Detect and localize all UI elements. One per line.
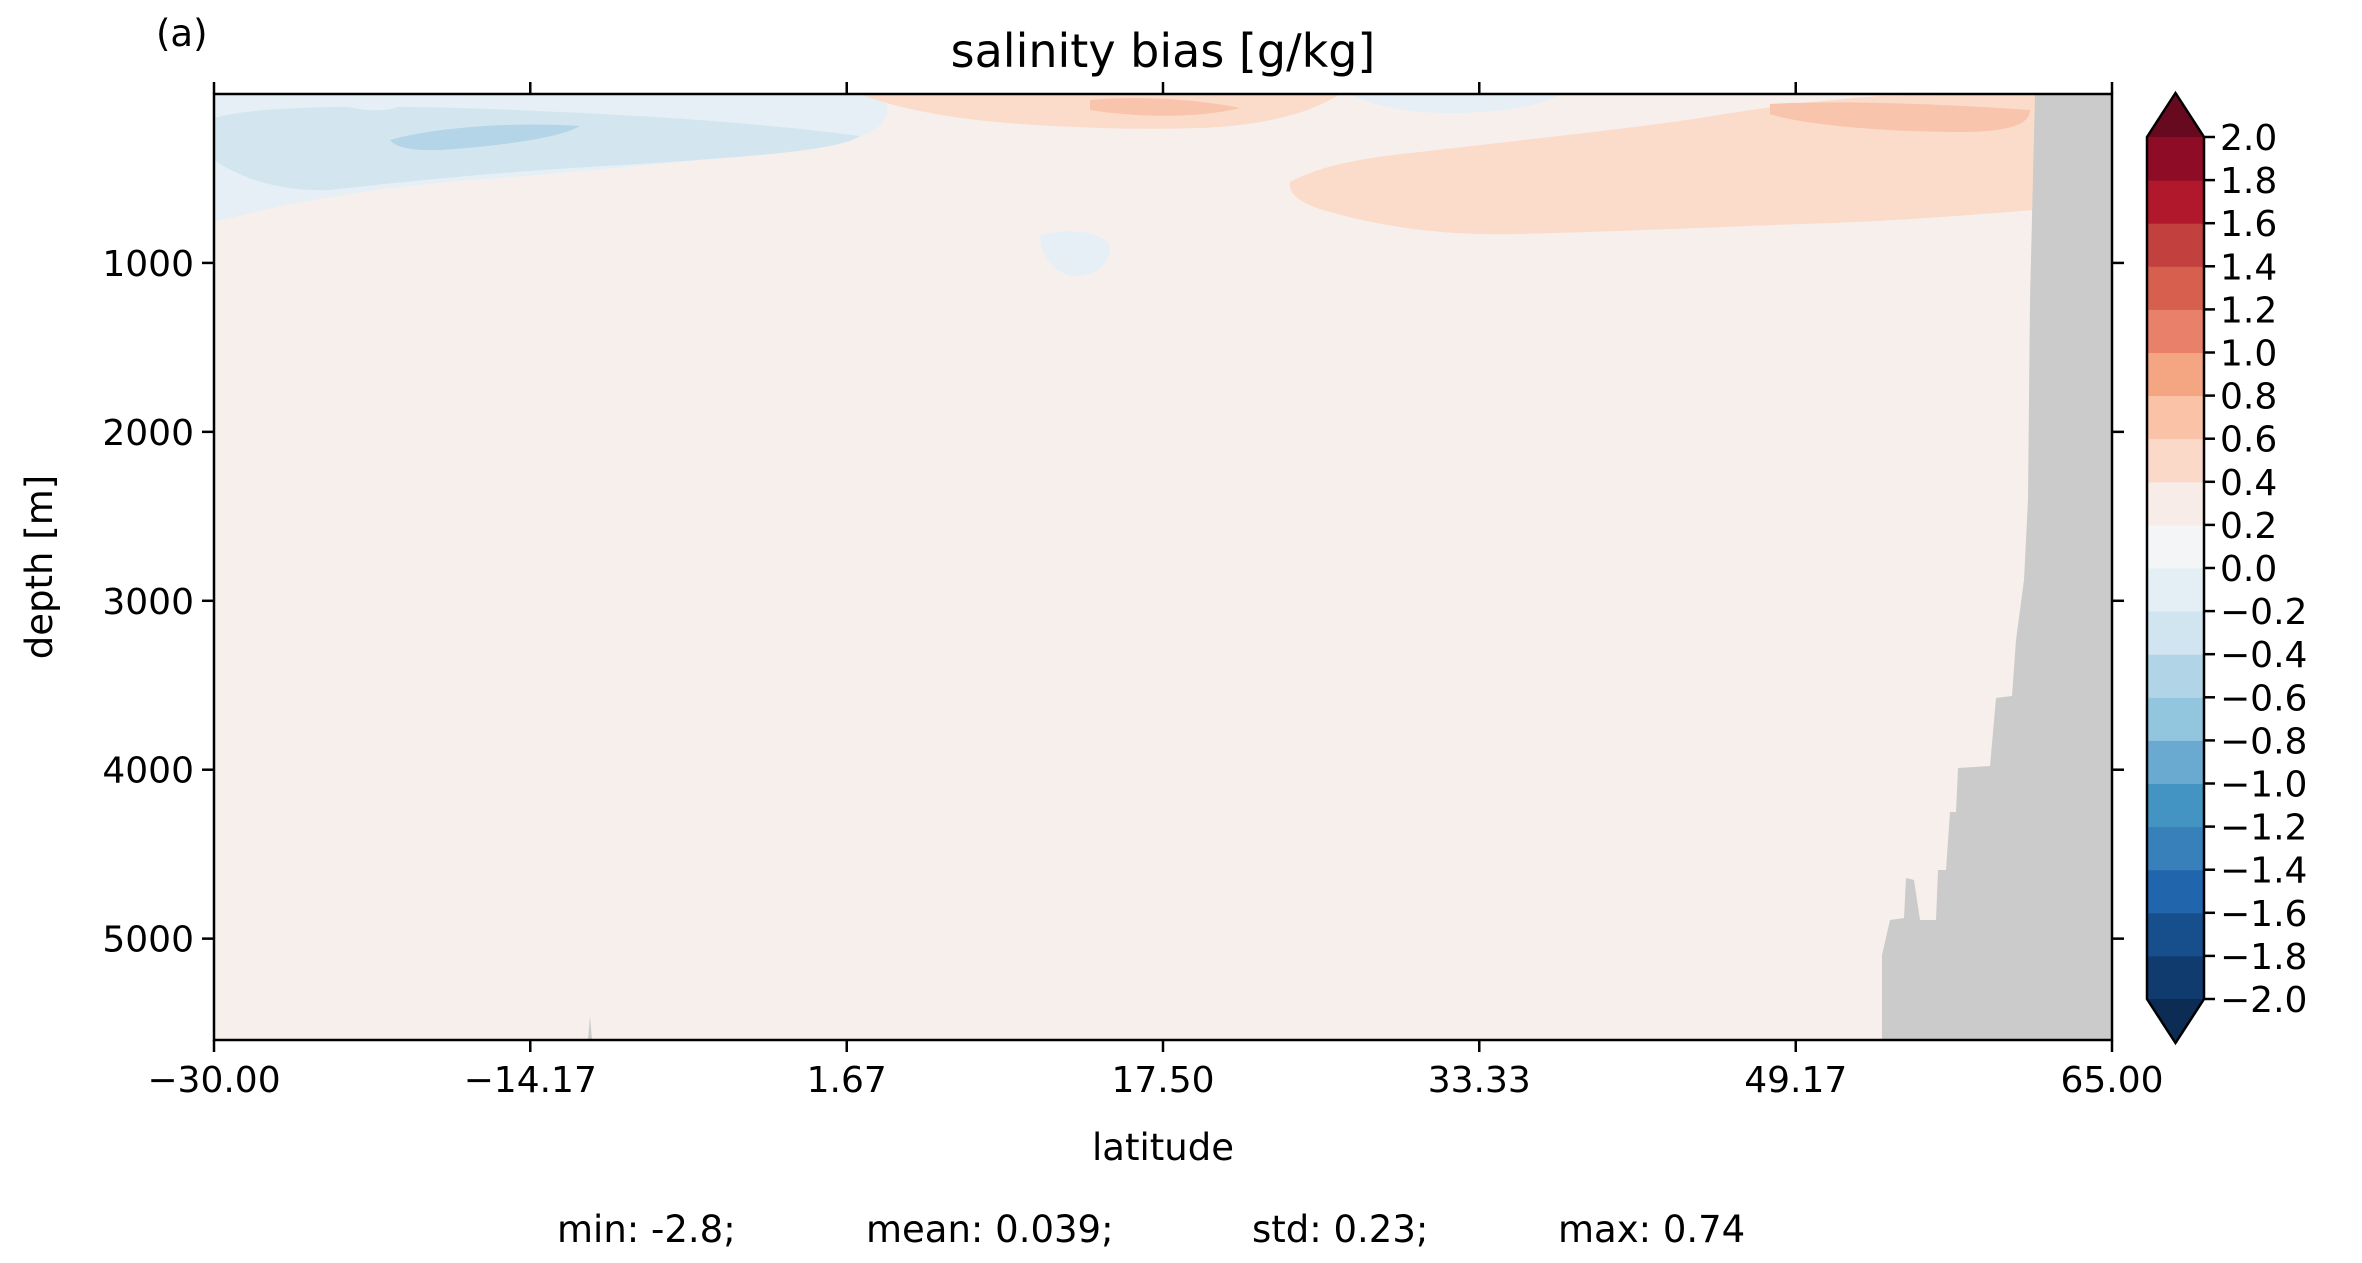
colorbar-tick-label: −1.4 — [2220, 851, 2307, 892]
plot-background — [214, 94, 2112, 1040]
chart-title: salinity bias [g/kg] — [951, 24, 1376, 78]
colorbar-bin — [2147, 740, 2204, 784]
x-tick-label: 17.50 — [1111, 1060, 1214, 1101]
y-tick-label: 4000 — [102, 751, 194, 792]
region-negative-bias-0.2 — [1040, 231, 1111, 277]
colorbar-bin — [2147, 223, 2204, 267]
x-tick-label: 33.33 — [1428, 1060, 1531, 1101]
colorbar-bin — [2147, 352, 2204, 397]
colorbar-tick-label: −0.2 — [2220, 592, 2307, 633]
region-positive-bias-0.6 — [1090, 98, 1240, 116]
colorbar-bin — [2147, 524, 2204, 569]
colorbar-tick-label: −2.0 — [2220, 980, 2307, 1021]
colorbar-bin — [2147, 395, 2204, 440]
stat-mean: mean: 0.039; — [866, 1208, 1114, 1251]
colorbar-bin — [2147, 180, 2204, 224]
land-mask — [1882, 94, 2112, 1040]
colorbar-tick-label: 0.0 — [2220, 549, 2277, 590]
region-negative-bias-0.2 — [1350, 94, 1560, 114]
y-tick-label: 3000 — [102, 582, 194, 623]
colorbar-bin — [2147, 481, 2204, 526]
colorbar-bin — [2147, 697, 2204, 741]
y-tick-label: 1000 — [102, 244, 194, 285]
region-negative-bias-0.2 — [340, 101, 400, 111]
colorbar-bin — [2147, 309, 2204, 353]
colorbar-tick-label: −1.8 — [2220, 937, 2307, 978]
colorbar-bin — [2147, 611, 2204, 655]
y-tick-label: 2000 — [102, 413, 194, 454]
colorbar-tick-label: 1.8 — [2220, 161, 2277, 202]
colorbar-bin — [2147, 783, 2204, 828]
colorbar-tick-label: 1.0 — [2220, 334, 2277, 375]
colorbar: −2.0−1.8−1.6−1.4−1.2−1.0−0.8−0.6−0.4−0.2… — [2145, 90, 2307, 1046]
x-tick-label: 49.17 — [1744, 1060, 1847, 1101]
panel-label: (a) — [156, 12, 208, 55]
x-tick-label: −14.17 — [464, 1060, 597, 1101]
y-axis-label: depth [m] — [18, 475, 61, 659]
region-positive-bias-0.4 — [1289, 94, 2035, 235]
colorbar-bin — [2147, 568, 2204, 612]
colorbar-bin — [2147, 137, 2204, 181]
region-negative-bias-0.6 — [390, 124, 580, 151]
plot-area — [214, 94, 2112, 1040]
colorbar-tick-label: −1.6 — [2220, 894, 2307, 935]
x-tick-label: 1.67 — [807, 1060, 887, 1101]
stat-std: std: 0.23; — [1252, 1208, 1428, 1251]
colorbar-tick-label: 1.6 — [2220, 204, 2277, 245]
colorbar-tick-label: 2.0 — [2220, 118, 2277, 159]
colorbar-tick-label: −0.6 — [2220, 678, 2307, 719]
colorbar-bin — [2147, 826, 2204, 871]
region-positive-bias-0.6 — [1770, 102, 2030, 132]
colorbar-tick-label: −1.2 — [2220, 808, 2307, 849]
x-axis-label: latitude — [1092, 1126, 1234, 1169]
x-axis: −30.00 −14.17 1.67 17.50 33.33 49.17 65.00 — [147, 82, 2164, 1101]
y-axis: 1000 2000 3000 4000 5000 — [102, 244, 2124, 961]
colorbar-bin — [2147, 654, 2204, 698]
colorbar-tick-label: 1.2 — [2220, 290, 2277, 331]
colorbar-tick-label: −1.0 — [2220, 765, 2307, 806]
colorbar-tick-label: 0.8 — [2220, 377, 2277, 418]
colorbar-tick-label: 0.4 — [2220, 463, 2277, 504]
colorbar-tick-label: −0.8 — [2220, 721, 2307, 762]
x-tick-label: −30.00 — [147, 1060, 280, 1101]
y-tick-label: 5000 — [102, 920, 194, 961]
colorbar-tick-label: 1.4 — [2220, 247, 2277, 288]
colorbar-bin — [2147, 912, 2204, 957]
colorbar-bin — [2147, 869, 2204, 914]
stat-max: max: 0.74 — [1558, 1208, 1745, 1251]
colorbar-bin — [2147, 955, 2204, 1000]
colorbar-extend-min — [2147, 999, 2204, 1043]
x-tick-label: 65.00 — [2060, 1060, 2163, 1101]
colorbar-tick-label: 0.6 — [2220, 420, 2277, 461]
colorbar-extend-max — [2147, 93, 2204, 137]
region-negative-bias-0.4 — [214, 106, 860, 191]
colorbar-bin — [2147, 266, 2204, 310]
stat-min: min: -2.8; — [557, 1208, 736, 1251]
colorbar-tick-label: −0.4 — [2220, 635, 2307, 676]
colorbar-bin — [2147, 438, 2204, 483]
colorbar-tick-label: 0.2 — [2220, 506, 2277, 547]
land-spike — [588, 1016, 592, 1040]
